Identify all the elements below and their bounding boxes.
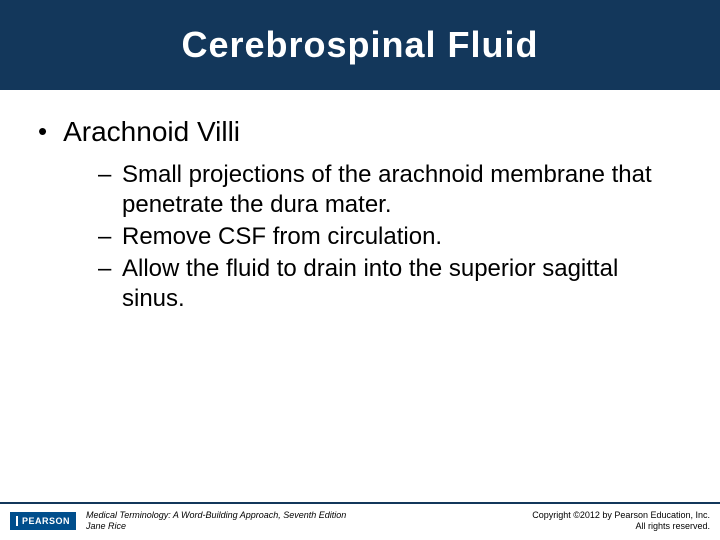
bullet-level1: • Arachnoid Villi xyxy=(38,116,682,148)
book-title: Medical Terminology: A Word-Building App… xyxy=(86,510,346,521)
bullet-level2-text: Small projections of the arachnoid membr… xyxy=(122,160,682,220)
bullet-dot-icon: • xyxy=(38,116,47,146)
book-author: Jane Rice xyxy=(86,521,346,532)
bullet-level2-text: Allow the fluid to drain into the superi… xyxy=(122,254,682,314)
bullet-level2: – Remove CSF from circulation. xyxy=(98,222,682,252)
footer-row: PEARSON Medical Terminology: A Word-Buil… xyxy=(0,504,720,540)
dash-icon: – xyxy=(98,222,112,252)
content-area: • Arachnoid Villi – Small projections of… xyxy=(0,90,720,314)
dash-icon: – xyxy=(98,160,112,190)
copyright-line1: Copyright ©2012 by Pearson Education, In… xyxy=(532,510,710,521)
sub-bullet-list: – Small projections of the arachnoid mem… xyxy=(38,160,682,314)
pearson-logo: PEARSON xyxy=(10,512,76,530)
bullet-level2: – Allow the fluid to drain into the supe… xyxy=(98,254,682,314)
bullet-level2-text: Remove CSF from circulation. xyxy=(122,222,442,252)
dash-icon: – xyxy=(98,254,112,284)
footer: PEARSON Medical Terminology: A Word-Buil… xyxy=(0,502,720,540)
logo-bar-icon xyxy=(16,516,18,526)
footer-book-info: Medical Terminology: A Word-Building App… xyxy=(86,510,346,532)
title-band: Cerebrospinal Fluid xyxy=(0,0,720,90)
logo-text: PEARSON xyxy=(22,516,70,526)
copyright-line2: All rights reserved. xyxy=(532,521,710,532)
bullet-level1-text: Arachnoid Villi xyxy=(63,116,240,148)
bullet-level2: – Small projections of the arachnoid mem… xyxy=(98,160,682,220)
slide-title: Cerebrospinal Fluid xyxy=(181,24,538,66)
footer-copyright: Copyright ©2012 by Pearson Education, In… xyxy=(532,510,710,532)
